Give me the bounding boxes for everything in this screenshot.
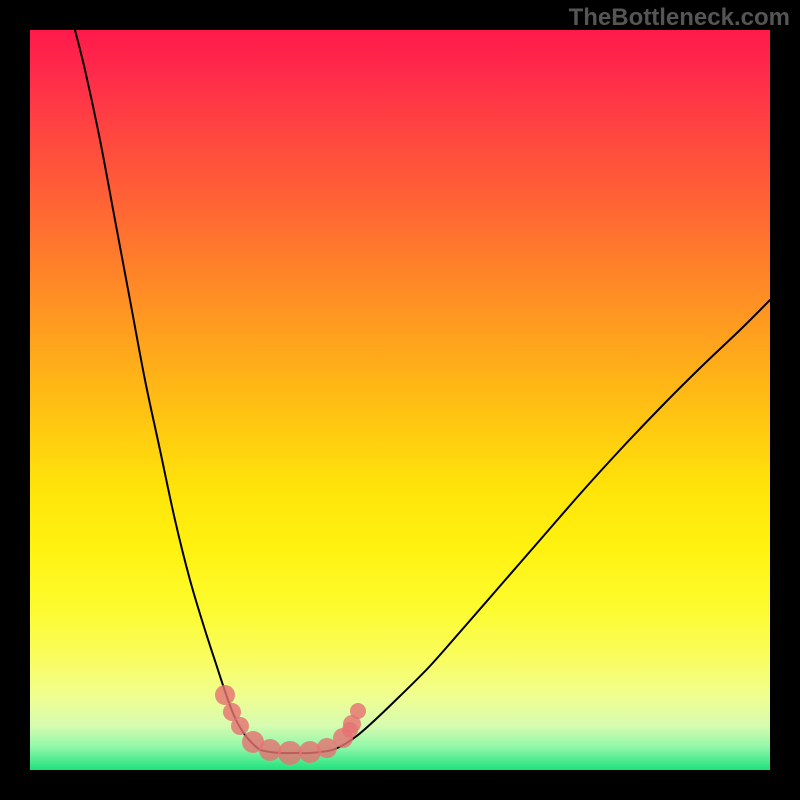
valley-marker (299, 741, 321, 763)
valley-marker (342, 722, 358, 738)
valley-marker (215, 685, 235, 705)
valley-marker (259, 739, 281, 761)
valley-marker (231, 717, 249, 735)
bottleneck-chart (0, 0, 800, 800)
gradient-background (30, 30, 770, 770)
watermark-text: TheBottleneck.com (569, 4, 790, 32)
valley-marker (350, 703, 366, 719)
valley-marker (278, 741, 302, 765)
